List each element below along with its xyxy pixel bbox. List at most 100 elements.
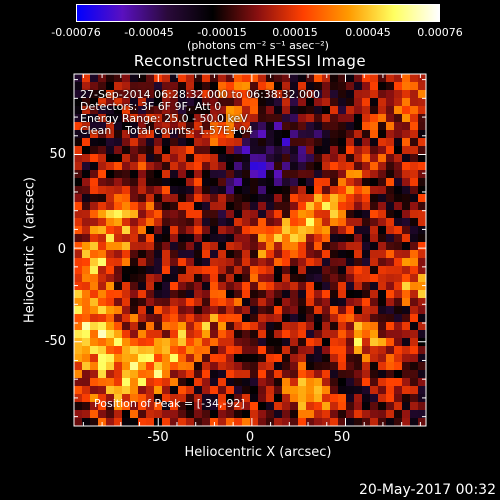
heatmap-cell bbox=[114, 402, 123, 411]
heatmap-cell bbox=[314, 338, 323, 347]
heatmap-cell bbox=[290, 282, 299, 291]
heatmap-cell bbox=[298, 178, 307, 187]
heatmap-cell bbox=[274, 250, 283, 259]
heatmap-cell bbox=[274, 378, 283, 387]
heatmap-cell bbox=[330, 394, 339, 403]
heatmap-cell bbox=[418, 282, 427, 291]
heatmap-cell bbox=[114, 154, 123, 163]
heatmap-cell bbox=[186, 370, 195, 379]
heatmap-cell bbox=[130, 146, 139, 155]
heatmap-cell bbox=[298, 266, 307, 275]
heatmap-cell bbox=[418, 306, 427, 315]
heatmap-cell bbox=[194, 322, 203, 331]
heatmap-cell bbox=[354, 106, 363, 115]
heatmap-cell bbox=[418, 354, 427, 363]
heatmap-cell bbox=[298, 402, 307, 411]
heatmap-cell bbox=[90, 290, 99, 299]
heatmap-cell bbox=[138, 146, 147, 155]
heatmap-cell bbox=[330, 74, 339, 83]
heatmap-cell bbox=[194, 258, 203, 267]
annotation-counts: Clean Total counts: 1.57E+04 bbox=[80, 124, 254, 137]
heatmap-cell bbox=[314, 130, 323, 139]
heatmap-cell bbox=[306, 290, 315, 299]
heatmap-cell bbox=[210, 330, 219, 339]
heatmap-cell bbox=[290, 362, 299, 371]
heatmap-cell bbox=[250, 394, 259, 403]
heatmap-cell bbox=[178, 218, 187, 227]
heatmap-cell bbox=[170, 250, 179, 259]
heatmap-cell bbox=[146, 346, 155, 355]
heatmap-cell bbox=[282, 306, 291, 315]
heatmap-cell bbox=[154, 210, 163, 219]
heatmap-cell bbox=[306, 218, 315, 227]
heatmap-cell bbox=[106, 370, 115, 379]
heatmap-cell bbox=[138, 138, 147, 147]
heatmap-cell bbox=[178, 130, 187, 139]
heatmap-cell bbox=[82, 266, 91, 275]
heatmap-cell bbox=[250, 178, 259, 187]
heatmap-cell bbox=[74, 234, 83, 243]
heatmap-cell bbox=[266, 210, 275, 219]
heatmap-cell bbox=[250, 282, 259, 291]
heatmap-cell bbox=[122, 394, 131, 403]
heatmap-cell bbox=[402, 106, 411, 115]
heatmap-cell bbox=[210, 114, 219, 123]
heatmap-cell bbox=[306, 266, 315, 275]
heatmap-cell bbox=[258, 418, 267, 427]
heatmap-cell bbox=[154, 226, 163, 235]
heatmap-cell bbox=[386, 266, 395, 275]
heatmap-cell bbox=[386, 394, 395, 403]
heatmap-cell bbox=[322, 418, 331, 427]
heatmap-cell bbox=[330, 266, 339, 275]
heatmap-cell bbox=[242, 162, 251, 171]
heatmap-cell bbox=[394, 234, 403, 243]
heatmap-cell bbox=[138, 194, 147, 203]
heatmap-cell bbox=[106, 242, 115, 251]
heatmap-cell bbox=[90, 154, 99, 163]
heatmap-cell bbox=[250, 106, 259, 115]
heatmap-cell bbox=[346, 386, 355, 395]
heatmap-cell bbox=[154, 82, 163, 91]
heatmap-cell bbox=[74, 242, 83, 251]
heatmap-cell bbox=[338, 330, 347, 339]
heatmap-cell bbox=[202, 274, 211, 283]
heatmap-cell bbox=[114, 178, 123, 187]
heatmap-cell bbox=[354, 346, 363, 355]
heatmap-cell bbox=[370, 370, 379, 379]
heatmap-cell bbox=[250, 346, 259, 355]
heatmap-cell bbox=[218, 314, 227, 323]
heatmap-cell bbox=[130, 106, 139, 115]
heatmap-cell bbox=[178, 154, 187, 163]
heatmap-cell bbox=[338, 418, 347, 427]
heatmap-cell bbox=[122, 274, 131, 283]
heatmap-cell bbox=[162, 354, 171, 363]
heatmap-cell bbox=[362, 130, 371, 139]
heatmap-cell bbox=[162, 74, 171, 83]
heatmap-cell bbox=[250, 234, 259, 243]
heatmap-cell bbox=[298, 354, 307, 363]
heatmap-cell bbox=[146, 82, 155, 91]
heatmap-cell bbox=[402, 138, 411, 147]
heatmap-cell bbox=[242, 130, 251, 139]
heatmap-cell bbox=[266, 338, 275, 347]
heatmap-cell bbox=[274, 234, 283, 243]
heatmap-cell bbox=[418, 418, 427, 427]
heatmap-cell bbox=[122, 306, 131, 315]
heatmap-cell bbox=[114, 290, 123, 299]
heatmap-cell bbox=[346, 226, 355, 235]
heatmap-cell bbox=[194, 74, 203, 83]
heatmap-cell bbox=[146, 370, 155, 379]
heatmap-cell bbox=[338, 82, 347, 91]
heatmap-cell bbox=[346, 98, 355, 107]
heatmap-cell bbox=[82, 378, 91, 387]
heatmap-cell bbox=[266, 186, 275, 195]
heatmap-cell bbox=[154, 378, 163, 387]
heatmap-cell bbox=[106, 194, 115, 203]
heatmap-cell bbox=[242, 282, 251, 291]
heatmap-cell bbox=[242, 242, 251, 251]
heatmap-cell bbox=[410, 178, 419, 187]
heatmap-cell bbox=[242, 266, 251, 275]
heatmap-cell bbox=[90, 354, 99, 363]
heatmap-cell bbox=[98, 330, 107, 339]
heatmap-cell bbox=[202, 226, 211, 235]
